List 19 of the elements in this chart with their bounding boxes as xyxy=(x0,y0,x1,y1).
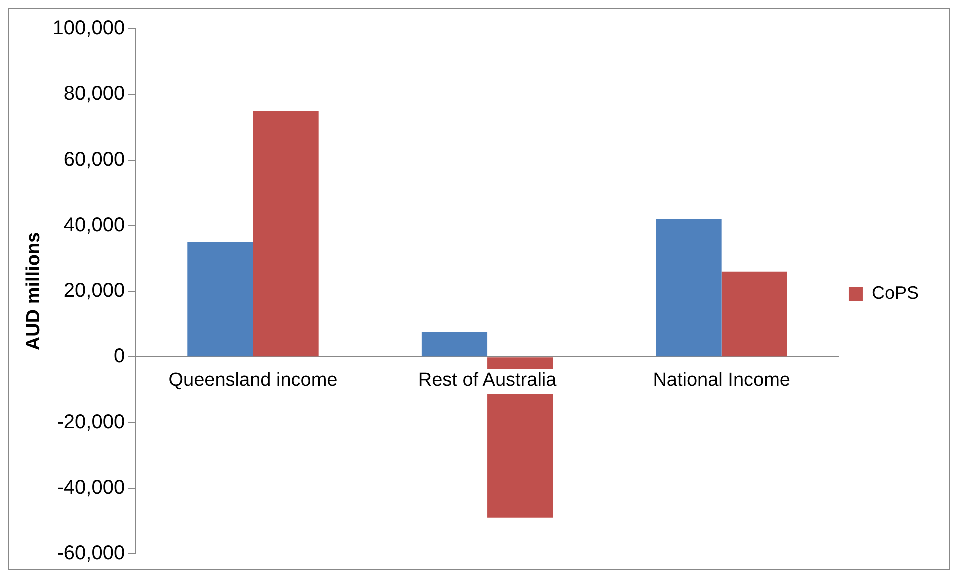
x-tick-label: Queensland income xyxy=(168,370,338,391)
y-tick-label: 40,000 xyxy=(64,214,126,236)
y-tick-label: 0 xyxy=(114,346,126,368)
x-tick-label: National Income xyxy=(653,370,790,391)
y-tick-label: 80,000 xyxy=(64,83,126,106)
bar xyxy=(188,242,254,357)
bar xyxy=(253,111,319,357)
y-tick-label: 20,000 xyxy=(64,280,126,302)
bar xyxy=(422,332,488,357)
bar xyxy=(656,219,722,357)
y-tick-label: 100,000 xyxy=(52,18,126,40)
bar xyxy=(722,272,788,357)
y-tick-label: -40,000 xyxy=(57,476,126,499)
legend-label: CoPS xyxy=(872,282,920,303)
y-axis-title: AUD millions xyxy=(24,232,45,351)
y-tick-label: -60,000 xyxy=(57,542,126,565)
y-tick-label: -20,000 xyxy=(57,411,126,434)
y-tick-label: 60,000 xyxy=(64,148,126,171)
x-tick-label: Rest of Australia xyxy=(418,370,558,391)
